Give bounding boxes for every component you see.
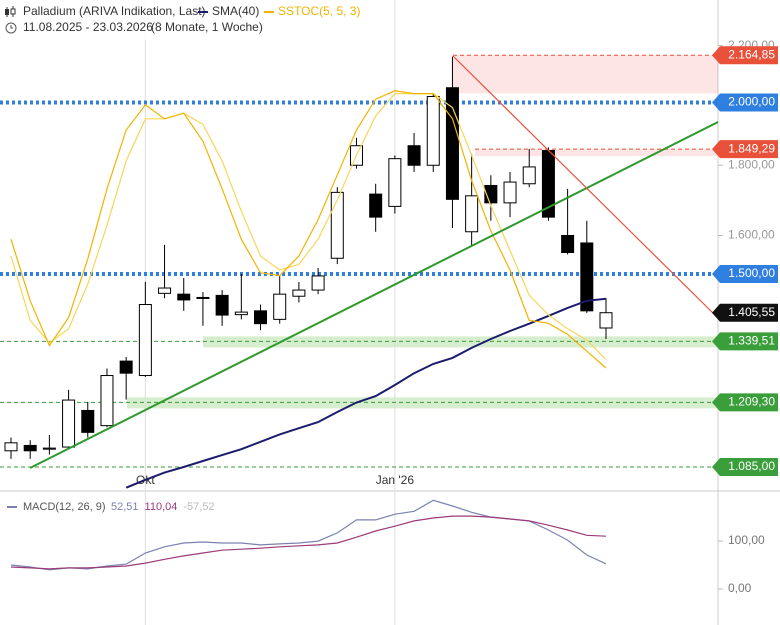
level-label: 2.000,00 bbox=[728, 95, 775, 109]
candle-body bbox=[119, 360, 133, 374]
candle-body bbox=[196, 296, 210, 299]
candle-body bbox=[234, 311, 248, 316]
candle-body bbox=[4, 442, 18, 452]
candle-body bbox=[42, 447, 56, 450]
duration: (8 Monate, 1 Woche) bbox=[151, 20, 263, 34]
y-tick-label: 1.800,00 bbox=[728, 157, 775, 171]
legend-label: SSTOC(5, 5, 3) bbox=[278, 4, 360, 18]
candle-body bbox=[138, 304, 152, 377]
candle-body bbox=[100, 375, 114, 427]
macd-line bbox=[10, 515, 607, 570]
level-label: 1.085,00 bbox=[728, 459, 775, 473]
candle-body bbox=[561, 234, 575, 253]
candle-body bbox=[369, 193, 383, 218]
candle-body bbox=[426, 96, 440, 166]
candle-body bbox=[503, 181, 517, 204]
candle-body bbox=[580, 242, 594, 312]
sstoc-signal-line bbox=[10, 93, 607, 361]
candle-body bbox=[215, 294, 229, 316]
candle-body bbox=[465, 195, 479, 233]
level-label: 1.405,55 bbox=[728, 305, 775, 319]
candle-body bbox=[522, 166, 536, 185]
resistance-zone bbox=[475, 149, 718, 157]
y-tick-label: 1.600,00 bbox=[728, 228, 775, 242]
level-label-box bbox=[712, 46, 778, 65]
candle-body bbox=[81, 409, 95, 433]
level-label-box bbox=[712, 332, 778, 351]
legend-label: SMA(40) bbox=[212, 4, 259, 18]
level-label-box bbox=[712, 140, 778, 159]
macd-legend: MACD(12, 26, 9) 52,51 110,04 -57,52 bbox=[7, 501, 215, 513]
candle-body bbox=[273, 293, 287, 320]
candle-body bbox=[599, 312, 613, 329]
labels: 2.164,85 2.000,00 1.849,29 1.500,00 1.405,55… bbox=[712, 46, 778, 477]
x-tick-label: Jan '26 bbox=[376, 473, 415, 487]
legend-value: -57,52 bbox=[183, 501, 214, 513]
candle-body bbox=[330, 191, 344, 259]
level-label-box bbox=[712, 393, 778, 412]
header: Palladium (ARIVA Indikation, Last) SMA(4… bbox=[0, 0, 360, 40]
level-label: 1.849,29 bbox=[728, 141, 775, 155]
sstoc-line bbox=[10, 90, 607, 369]
level-label: 1.339,51 bbox=[728, 334, 775, 348]
level-label-box bbox=[712, 458, 778, 477]
candle-body bbox=[62, 399, 76, 448]
sma-line bbox=[125, 297, 607, 489]
level-label: 2.164,85 bbox=[728, 47, 775, 61]
resistance-zone bbox=[453, 55, 718, 94]
date-range: 11.08.2025 - 23.03.2026 bbox=[23, 20, 153, 34]
title: Palladium (ARIVA Indikation, Last) bbox=[23, 4, 206, 18]
level-label-box bbox=[712, 303, 778, 322]
level-label-box bbox=[712, 93, 778, 112]
legend-label: MACD(12, 26, 9) bbox=[23, 501, 106, 513]
candle-body bbox=[254, 310, 268, 325]
candle-body bbox=[158, 287, 172, 294]
candle-body bbox=[23, 444, 37, 452]
trend-line bbox=[29, 121, 719, 469]
candle-body bbox=[311, 275, 325, 291]
candle-body bbox=[292, 289, 306, 297]
clock-hand bbox=[10, 25, 13, 29]
y-tick-label: 0,00 bbox=[728, 581, 752, 595]
legend-value: 110,04 bbox=[145, 501, 178, 513]
level-label: 1.209,30 bbox=[728, 395, 775, 409]
level-label-box bbox=[712, 264, 778, 283]
readings: 52,51 110,04 -57,52 bbox=[111, 501, 215, 513]
candle-body bbox=[177, 293, 191, 301]
legend-value: 52,51 bbox=[111, 501, 139, 513]
header-bg bbox=[0, 0, 360, 40]
candle-body bbox=[407, 145, 421, 166]
candle-icon bbox=[5, 6, 16, 17]
clock-icon bbox=[5, 22, 17, 34]
y-tick-label: 100,00 bbox=[728, 533, 765, 547]
level-label: 1.500,00 bbox=[728, 266, 775, 280]
support-zone bbox=[203, 336, 718, 348]
candle-body bbox=[388, 158, 402, 207]
trend-line bbox=[452, 55, 719, 319]
